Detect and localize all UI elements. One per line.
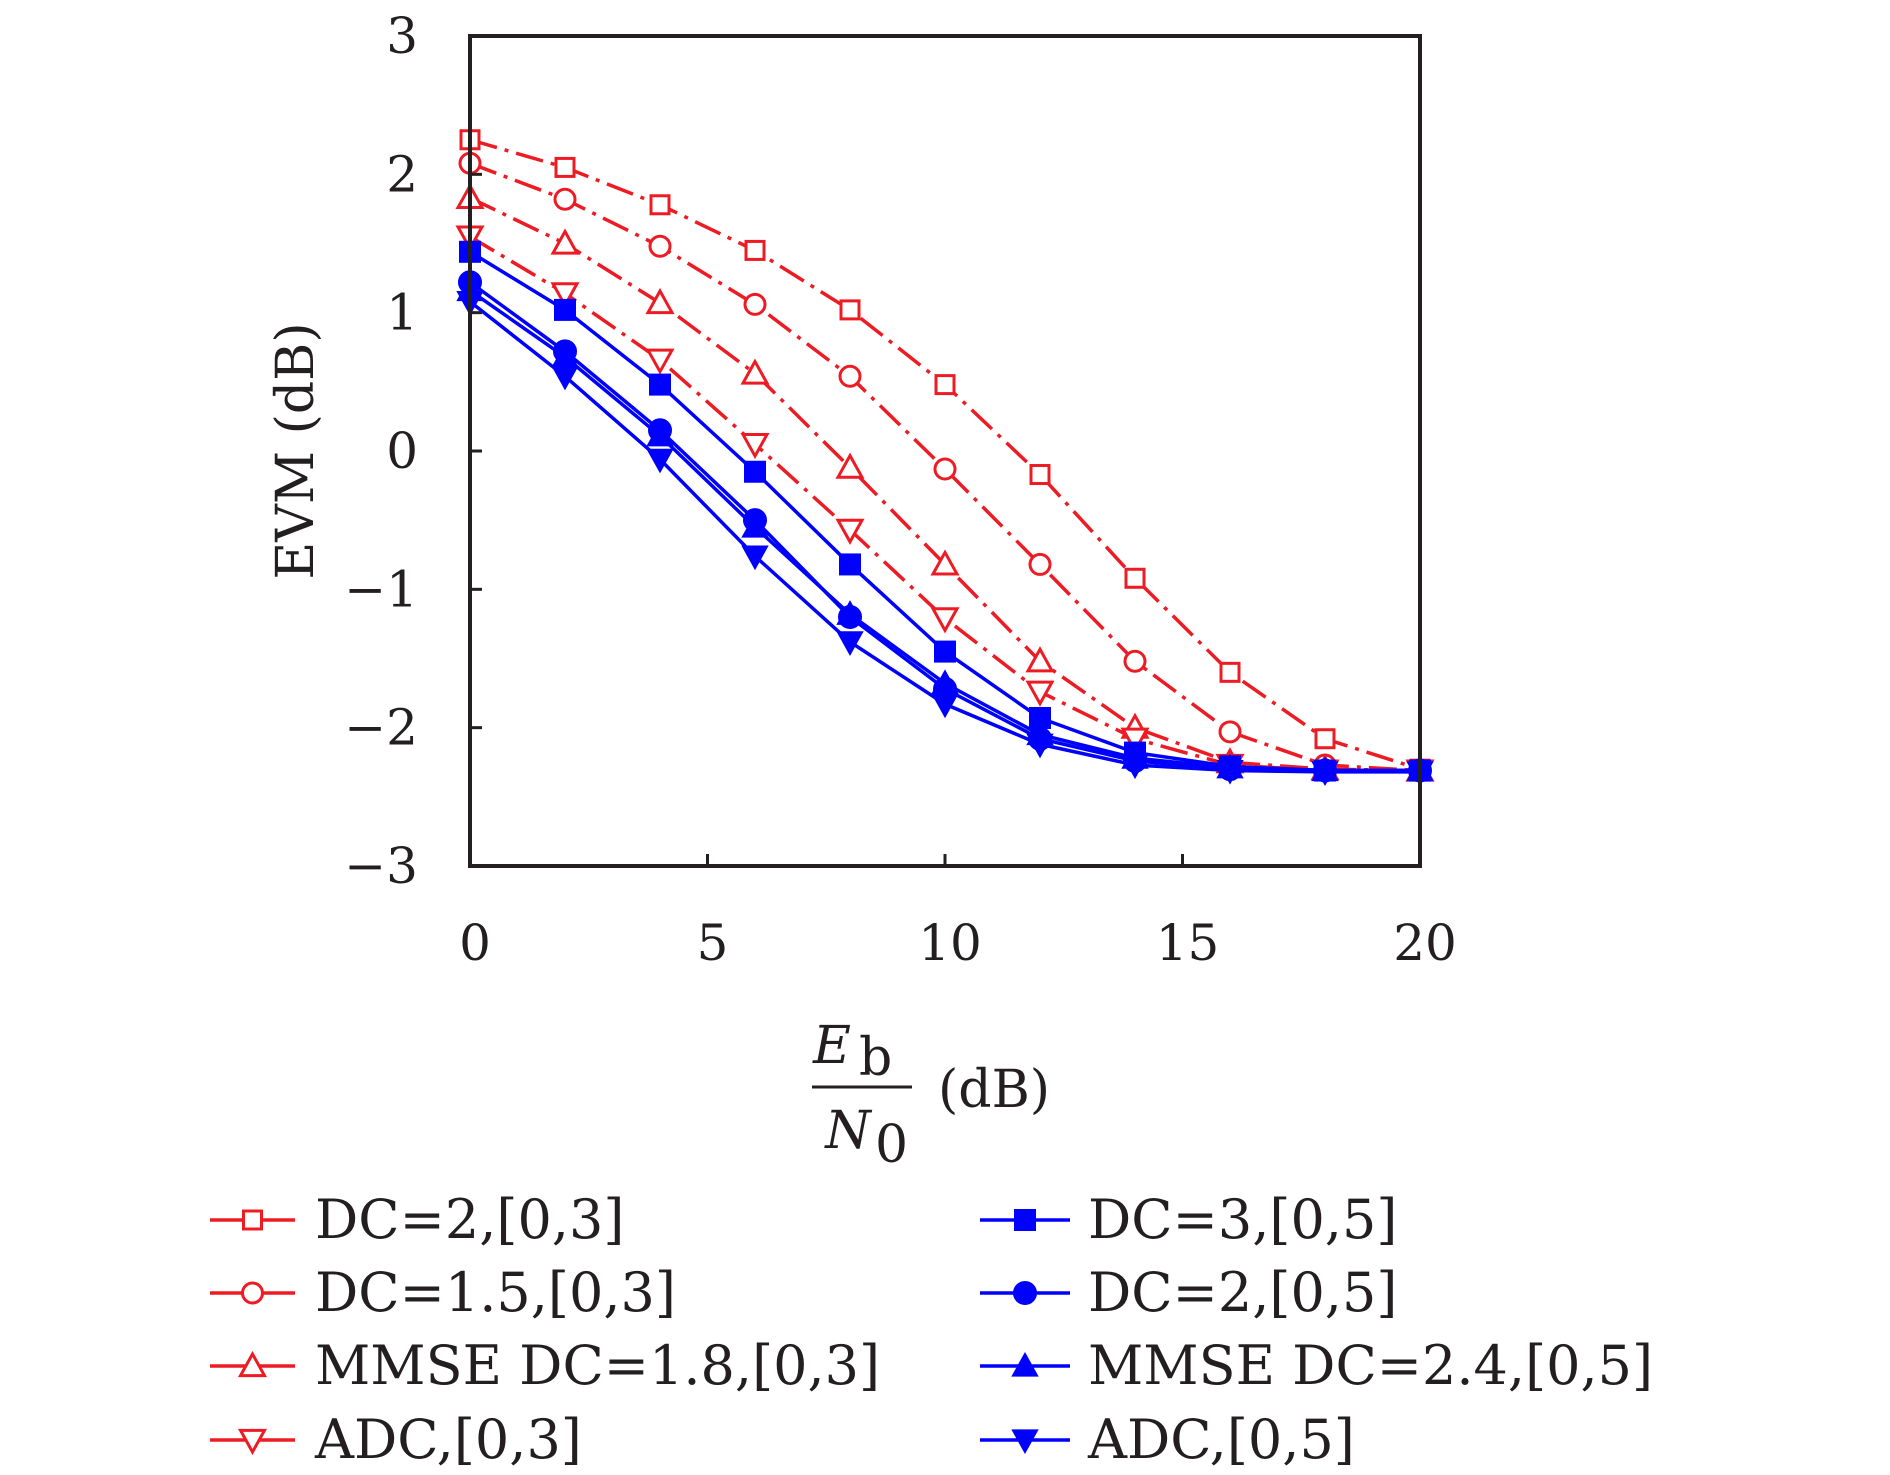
data-point	[836, 631, 864, 656]
data-point	[839, 299, 861, 321]
data-point	[1029, 464, 1051, 486]
x-axis-label: E b N 0 (dB)	[812, 1016, 1050, 1175]
legend-item-mmse-dc-2-4-0-5: MMSE DC=2.4,[0,5]	[980, 1334, 1653, 1397]
data-point	[646, 448, 674, 474]
data-point	[836, 600, 864, 625]
data-point	[934, 640, 956, 663]
data-point	[554, 156, 576, 178]
x-label-denominator-sub: 0	[875, 1115, 908, 1175]
data-point	[649, 373, 671, 396]
data-point	[1216, 759, 1244, 785]
legend-marker	[1013, 1281, 1037, 1305]
x-tick-label: 10	[918, 914, 982, 972]
legend-item-dc-2-0-3: DC=2,[0,3]	[210, 1188, 624, 1251]
y-tick-label: −3	[344, 837, 418, 895]
data-point	[1028, 552, 1052, 576]
y-tick-label: 2	[386, 145, 418, 203]
x-label-denominator: N	[823, 1101, 872, 1161]
data-point	[550, 282, 580, 309]
data-point	[838, 364, 862, 388]
y-tick-label: 0	[386, 422, 418, 480]
data-point	[1219, 661, 1241, 683]
legend-item-dc-2-0-5: DC=2,[0,5]	[980, 1261, 1397, 1324]
data-point	[835, 452, 865, 479]
x-tick-label: 5	[697, 914, 729, 972]
legend-marker	[241, 1281, 264, 1305]
data-point	[1314, 728, 1336, 750]
legend-marker	[237, 1350, 268, 1378]
data-point	[645, 348, 675, 375]
data-point	[839, 553, 861, 576]
series-dc-2-0-3	[459, 129, 1431, 780]
data-point	[744, 239, 766, 261]
data-point	[1123, 649, 1147, 673]
legend-label: DC=3,[0,5]	[1088, 1188, 1397, 1251]
data-point	[931, 669, 959, 694]
ticks-layer: 0 5 10 15 20 −3 −2 −1 0 1 2 3	[344, 7, 1457, 972]
x-tick-label: 15	[1156, 914, 1220, 972]
data-point	[930, 607, 960, 634]
data-point	[649, 194, 671, 216]
x-tick-label: 20	[1393, 914, 1457, 972]
data-point	[743, 292, 767, 316]
legend-marker	[1011, 1429, 1039, 1455]
y-axis-label: EVM (dB)	[266, 322, 326, 579]
legend-label: ADC,[0,5]	[1087, 1408, 1355, 1471]
data-point	[1025, 680, 1055, 707]
legend-label: DC=2,[0,3]	[315, 1188, 624, 1251]
data-point	[741, 513, 769, 538]
series-layer	[455, 129, 1435, 786]
legend-marker	[1011, 1351, 1039, 1377]
data-point	[931, 693, 959, 719]
data-point	[740, 432, 770, 460]
x-label-numerator-sub: b	[859, 1028, 892, 1088]
legend-label: DC=2,[0,5]	[1088, 1261, 1397, 1324]
x-label-numerator: E	[812, 1016, 851, 1076]
legend-item-adc-0-3: ADC,[0,3]	[210, 1408, 582, 1471]
y-tick-label: −1	[344, 560, 418, 618]
series-line	[469, 196, 1421, 773]
data-point	[1218, 720, 1242, 744]
plot-frame	[468, 34, 1422, 868]
legend-marker	[242, 1209, 263, 1231]
data-point	[1311, 761, 1339, 786]
legend-label: MMSE DC=1.8,[0,3]	[315, 1334, 880, 1397]
legend-item-dc-1-5-0-3: DC=1.5,[0,3]	[210, 1261, 676, 1324]
data-point	[1026, 733, 1054, 759]
legend-label: DC=1.5,[0,3]	[315, 1261, 676, 1324]
data-point	[933, 457, 957, 481]
data-point	[554, 298, 576, 321]
legend-marker	[1014, 1209, 1036, 1231]
data-point	[744, 460, 766, 483]
legend-marker	[237, 1428, 268, 1456]
series-adc-0-5	[456, 291, 1434, 786]
legend-label: ADC,[0,3]	[314, 1408, 582, 1471]
legend-label: MMSE DC=2.4,[0,5]	[1088, 1334, 1653, 1397]
y-tick-label: 3	[386, 7, 418, 65]
legend-item-mmse-dc-1-8-0-3: MMSE DC=1.8,[0,3]	[210, 1334, 880, 1397]
legend-item-adc-0-5: ADC,[0,5]	[980, 1408, 1355, 1471]
data-point	[1120, 727, 1150, 754]
data-point	[645, 287, 675, 315]
x-tick-label: 0	[459, 914, 491, 972]
data-point	[934, 374, 956, 396]
data-point	[550, 228, 580, 255]
y-tick-label: −2	[344, 699, 418, 757]
data-point	[930, 549, 960, 576]
legend: DC=2,[0,3] DC=1.5,[0,3] MMSE DC=1.8,[0,3] A…	[210, 1188, 1653, 1471]
data-point	[646, 421, 674, 447]
data-point	[1124, 567, 1146, 589]
data-point	[648, 234, 672, 258]
data-point	[1121, 754, 1149, 780]
x-label-unit: (dB)	[938, 1060, 1050, 1120]
data-point	[741, 545, 769, 571]
data-point	[551, 365, 579, 391]
legend-item-dc-3-0-5: DC=3,[0,5]	[980, 1188, 1397, 1251]
data-point	[553, 187, 577, 211]
data-point	[740, 358, 770, 385]
data-point	[835, 518, 865, 545]
data-point	[1025, 646, 1055, 673]
y-tick-label: 1	[386, 284, 418, 342]
